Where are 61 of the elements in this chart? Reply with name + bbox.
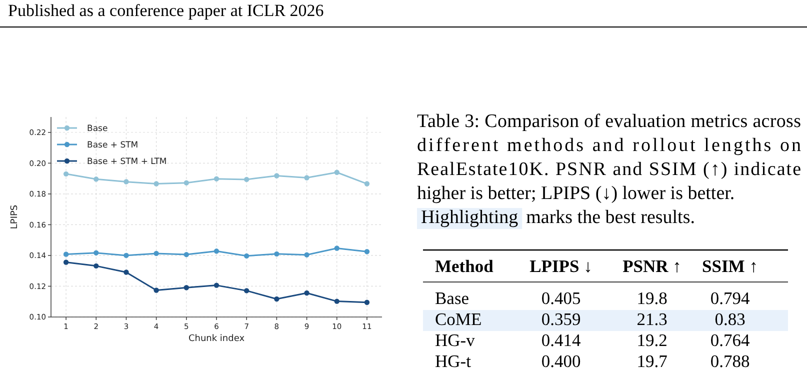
- legend-label: Base + STM: [87, 140, 138, 150]
- point: [364, 181, 370, 186]
- text: Method: [435, 256, 494, 276]
- point: [214, 176, 220, 182]
- data-label: 21.3: [636, 309, 668, 329]
- series-label: LPIPS ↓: [530, 256, 592, 276]
- data-label: 0.794: [710, 288, 750, 308]
- point: [154, 181, 159, 186]
- point: [94, 263, 99, 269]
- point: [334, 170, 340, 175]
- point: [214, 282, 220, 288]
- point: [63, 252, 69, 257]
- point: [94, 250, 99, 256]
- point: [364, 249, 370, 254]
- data-label: 19.8: [636, 288, 668, 308]
- point: [124, 270, 129, 275]
- data-label: 0.83: [714, 309, 746, 329]
- x-axis-title: Chunk index: [188, 334, 246, 344]
- data-label: 0.405: [541, 288, 581, 308]
- category-label: HG-t: [435, 351, 472, 370]
- point: [244, 176, 250, 182]
- point: [274, 251, 280, 257]
- point: [214, 248, 220, 254]
- data-label: 0.359: [541, 309, 581, 329]
- text: PSNR ↑: [622, 256, 682, 276]
- category-label: Base: [435, 288, 470, 308]
- point: [63, 260, 69, 265]
- point: [364, 300, 370, 305]
- point: [184, 252, 190, 258]
- text: Published as a conference paper at ICLR 2026: [8, 1, 324, 20]
- point: [184, 180, 190, 186]
- point: [304, 290, 310, 296]
- point: [154, 288, 159, 293]
- point: [124, 252, 129, 258]
- point: [94, 176, 99, 182]
- legend-label: Base + STM + LTM: [87, 157, 167, 167]
- point: [244, 288, 250, 294]
- point: [304, 175, 310, 180]
- data-label: 0.788: [710, 351, 750, 370]
- y-axis-title: LPIPS: [10, 204, 20, 230]
- point: [154, 250, 159, 256]
- text: Table 3: Comparison of evaluation metrics across different methods and rollout lengths on RealEstate10K. PSNR and SSIM (↑) indicate higher is better; LPIPS (↓) lower is better.: [417, 111, 802, 204]
- data-label: 0.400: [541, 351, 581, 370]
- data-label: 19.2: [636, 330, 668, 350]
- point: [304, 252, 310, 258]
- data-label: 0.414: [541, 330, 581, 350]
- data-label: 0.764: [710, 330, 750, 350]
- category-label: CoME: [435, 309, 482, 329]
- text: Highlighting marks the best results.: [421, 207, 695, 228]
- text: SSIM ↑: [702, 256, 758, 276]
- category-label: HG-v: [435, 330, 476, 350]
- point: [334, 298, 340, 304]
- point: [184, 285, 190, 290]
- point: [244, 253, 250, 259]
- point: [334, 246, 340, 251]
- legend-label: Base: [87, 124, 108, 134]
- point: [274, 173, 280, 178]
- point: [274, 296, 280, 302]
- data-label: 19.7: [636, 351, 668, 370]
- point: [124, 179, 129, 184]
- point: [63, 171, 69, 177]
